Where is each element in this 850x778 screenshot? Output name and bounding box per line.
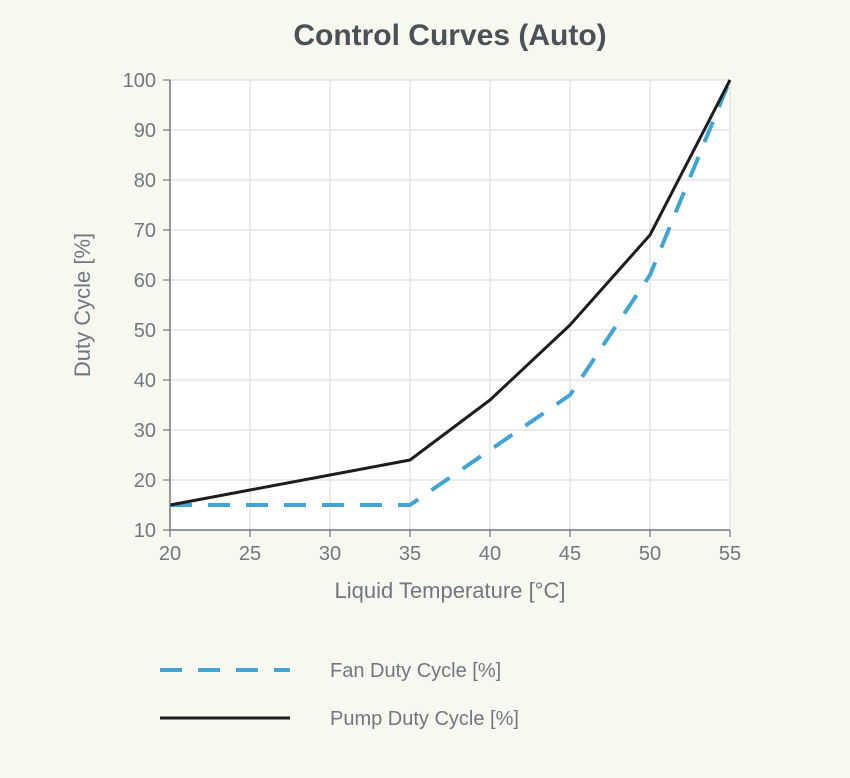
y-tick-label: 70	[134, 220, 156, 242]
y-tick-label: 90	[134, 120, 156, 142]
y-tick-label: 50	[134, 320, 156, 342]
chart-svg: 2025303540455055102030405060708090100Liq…	[0, 0, 850, 778]
x-tick-label: 50	[639, 543, 661, 565]
y-axis-title: Duty Cycle [%]	[70, 233, 95, 377]
y-tick-label: 30	[134, 420, 156, 442]
control-curves-chart: 2025303540455055102030405060708090100Liq…	[0, 0, 850, 778]
plot-area	[170, 80, 730, 530]
x-tick-label: 40	[479, 543, 501, 565]
y-tick-label: 40	[134, 370, 156, 392]
y-tick-label: 60	[134, 270, 156, 292]
x-axis-title: Liquid Temperature [°C]	[335, 578, 566, 603]
x-tick-label: 55	[719, 543, 741, 565]
chart-title: Control Curves (Auto)	[293, 19, 606, 52]
x-tick-label: 45	[559, 543, 581, 565]
x-tick-label: 30	[319, 543, 341, 565]
y-tick-label: 100	[123, 70, 156, 92]
y-tick-label: 80	[134, 170, 156, 192]
x-tick-label: 35	[399, 543, 421, 565]
x-tick-label: 20	[159, 543, 181, 565]
legend-label-pump: Pump Duty Cycle [%]	[330, 708, 519, 730]
legend-label-fan: Fan Duty Cycle [%]	[330, 660, 501, 682]
y-tick-label: 10	[134, 520, 156, 542]
y-tick-label: 20	[134, 470, 156, 492]
x-tick-label: 25	[239, 543, 261, 565]
